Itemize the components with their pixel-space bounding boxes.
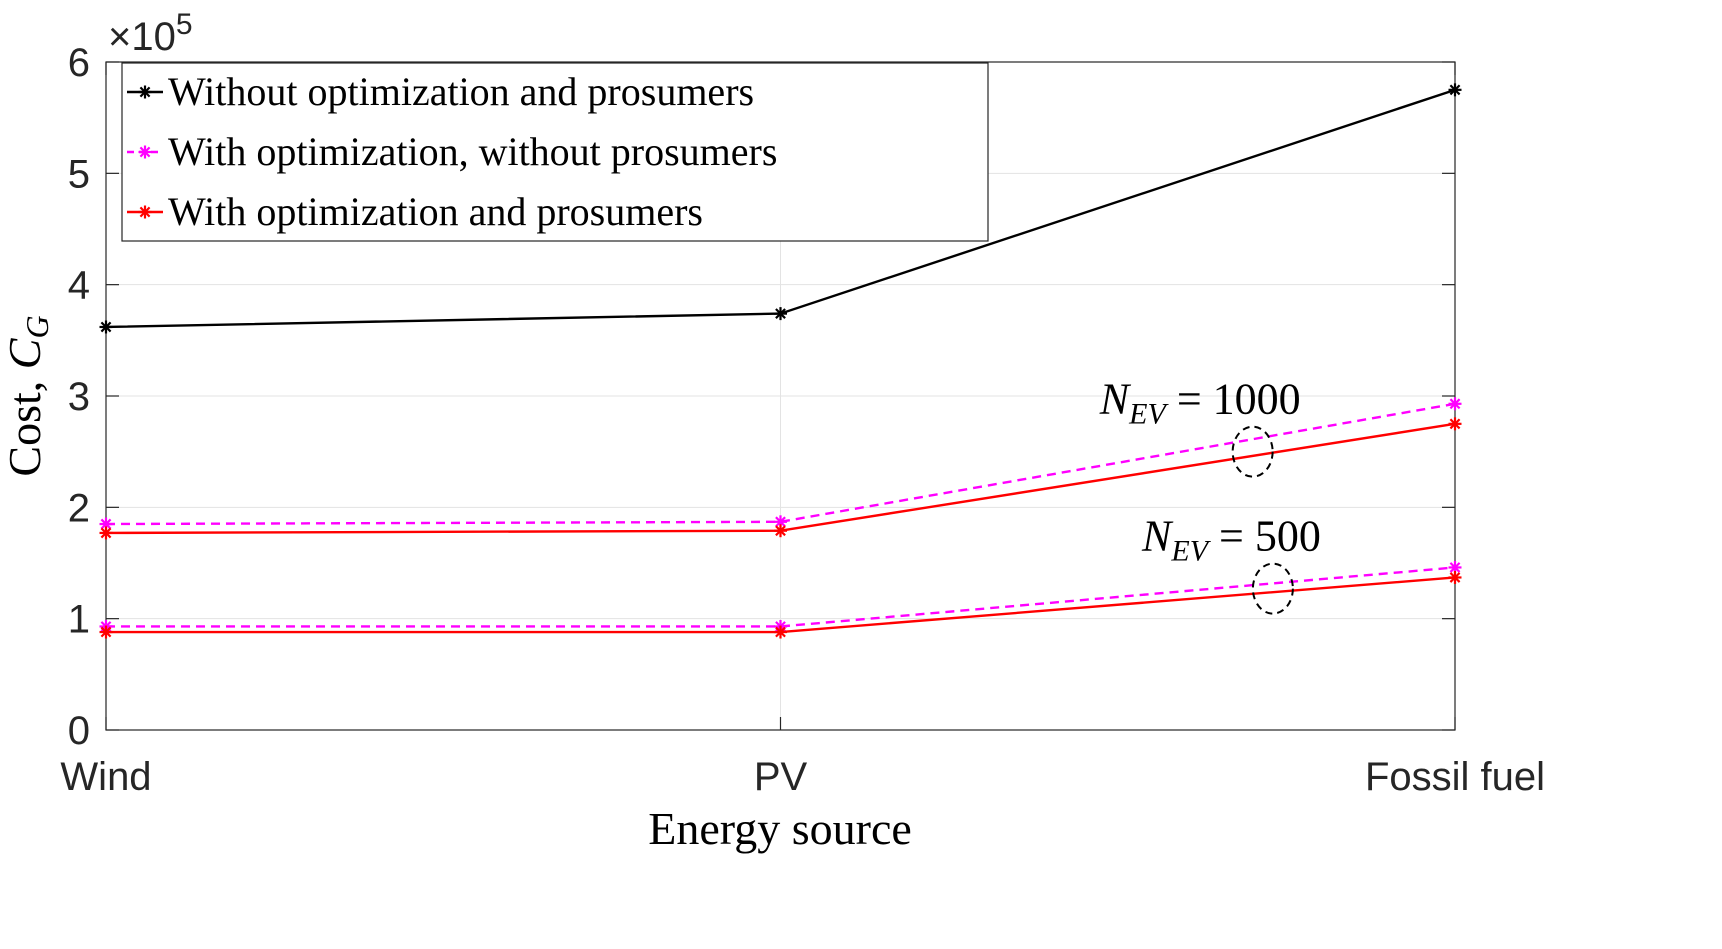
legend-item: With optimization, without prosumers bbox=[127, 129, 777, 174]
x-axis-label: Energy source bbox=[648, 803, 912, 854]
legend-marker bbox=[138, 85, 152, 99]
x-tick-label: PV bbox=[754, 755, 808, 799]
data-point bbox=[1448, 417, 1462, 431]
annotation-symbol: N bbox=[1141, 512, 1174, 561]
annotation-value: = 500 bbox=[1208, 512, 1321, 561]
legend-item: Without optimization and prosumers bbox=[127, 69, 754, 114]
legend-box bbox=[121, 62, 989, 242]
legend-marker bbox=[138, 145, 152, 159]
data-point bbox=[1448, 83, 1462, 97]
data-point bbox=[99, 625, 113, 639]
y-tick-label: 3 bbox=[68, 375, 90, 419]
y-axis-label: Cost, CG bbox=[0, 315, 55, 476]
legend-marker bbox=[138, 205, 152, 219]
annotation-circle bbox=[1231, 425, 1274, 478]
series-0 bbox=[99, 83, 1462, 334]
y-tick-label: 5 bbox=[68, 152, 90, 196]
annotation-label: NEV = 1000 bbox=[1099, 375, 1301, 431]
data-point bbox=[774, 307, 787, 321]
series-2 bbox=[99, 417, 1462, 540]
data-point bbox=[99, 526, 113, 540]
data-point bbox=[99, 320, 113, 334]
y-axis-exponent: ×105 bbox=[108, 8, 193, 59]
data-point bbox=[1448, 570, 1462, 584]
x-tick-label: Wind bbox=[60, 755, 151, 799]
series-layer bbox=[99, 83, 1462, 639]
legend-label: With optimization and prosumers bbox=[168, 189, 703, 234]
annotation-subscript: EV bbox=[1128, 398, 1169, 431]
annotation-value: = 1000 bbox=[1166, 375, 1301, 424]
annotation-circle bbox=[1251, 562, 1294, 615]
legend-label: Without optimization and prosumers bbox=[168, 69, 754, 114]
y-tick-label: 1 bbox=[68, 598, 90, 642]
y-tick-label: 6 bbox=[68, 41, 90, 85]
data-point bbox=[1448, 397, 1462, 411]
series-line bbox=[106, 566, 1456, 628]
legend: Without optimization and prosumers With o… bbox=[121, 62, 989, 242]
data-point bbox=[774, 524, 787, 538]
y-tick-label: 4 bbox=[68, 264, 90, 308]
annotation-symbol: N bbox=[1099, 375, 1132, 424]
legend-item: With optimization and prosumers bbox=[127, 189, 703, 234]
y-tick-label: 2 bbox=[68, 486, 90, 530]
series-4 bbox=[99, 570, 1462, 639]
y-axis-ticks: 0 1 2 3 4 5 6 bbox=[68, 41, 1455, 753]
series-line bbox=[105, 402, 1456, 526]
annotation-label: NEV = 500 bbox=[1141, 512, 1321, 568]
annotation-subscript: EV bbox=[1170, 535, 1211, 568]
x-axis-ticks: Wind PV Fossil fuel bbox=[60, 62, 1545, 799]
x-tick-label: Fossil fuel bbox=[1365, 755, 1545, 799]
y-tick-label: 0 bbox=[68, 709, 90, 753]
data-point bbox=[774, 625, 787, 639]
legend-label: With optimization, without prosumers bbox=[168, 129, 777, 174]
